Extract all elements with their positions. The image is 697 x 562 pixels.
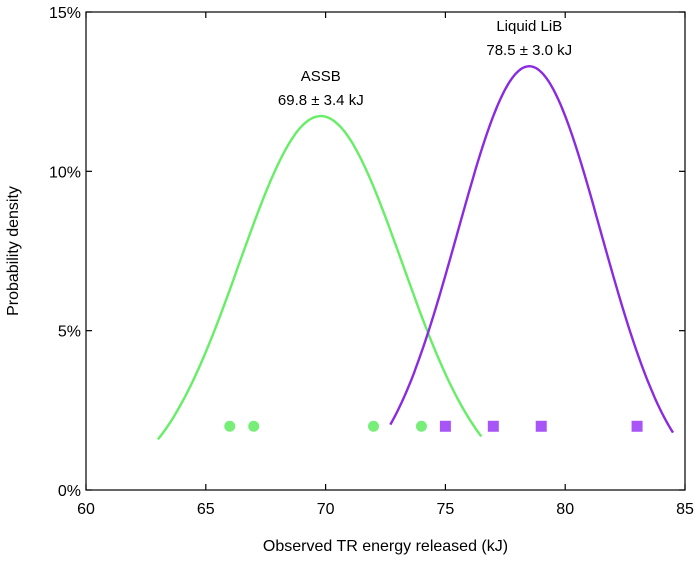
x-tick-labels: 60 65 70 75 80 85 [77, 501, 694, 518]
plot-frame [85, 11, 686, 491]
curve-stat-label: 69.8 ± 3.4 kJ [278, 92, 364, 109]
density-curve-2 [389, 64, 675, 434]
curve-annotations: ASSB 69.8 ± 3.4 kJ Liquid LiB 78.5 ± 3.0 kJ [278, 18, 572, 109]
density-curves [156, 64, 675, 441]
x-tick-label: 65 [197, 501, 215, 518]
observation-point-square [487, 420, 499, 432]
x-tick-label: 85 [676, 501, 694, 518]
observation-point-square [631, 420, 643, 432]
density-curve-1 [156, 114, 483, 441]
observation-point-circle [415, 420, 427, 432]
observation-points [224, 420, 643, 432]
observation-point-square [535, 420, 547, 432]
observation-point-circle [248, 420, 260, 432]
axis-ticks [85, 11, 686, 491]
y-tick-label: 5% [58, 324, 81, 341]
curve-name-label: ASSB [301, 68, 341, 85]
x-tick-label: 80 [556, 501, 574, 518]
x-tick-label: 75 [437, 501, 455, 518]
observation-point-circle [224, 420, 236, 432]
x-axis-title: Observed TR energy released (kJ) [263, 538, 508, 555]
y-tick-labels: 0% 5% 10% 15% [49, 5, 81, 500]
x-tick-label: 70 [317, 501, 335, 518]
y-tick-label: 0% [58, 483, 81, 500]
y-tick-label: 15% [49, 5, 81, 22]
curve-name-label: Liquid LiB [496, 18, 562, 35]
y-tick-label: 10% [49, 164, 81, 181]
observation-point-square [439, 420, 451, 432]
curve-stat-label: 78.5 ± 3.0 kJ [486, 42, 572, 59]
observation-point-circle [368, 420, 380, 432]
x-tick-label: 60 [77, 501, 95, 518]
y-axis-title: Probability density [5, 186, 22, 316]
